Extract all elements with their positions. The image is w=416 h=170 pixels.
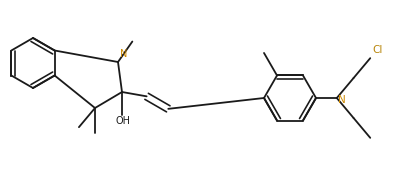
Text: N: N	[120, 49, 127, 59]
Text: OH: OH	[116, 116, 131, 126]
Text: Cl: Cl	[372, 45, 383, 55]
Text: N: N	[338, 95, 346, 105]
